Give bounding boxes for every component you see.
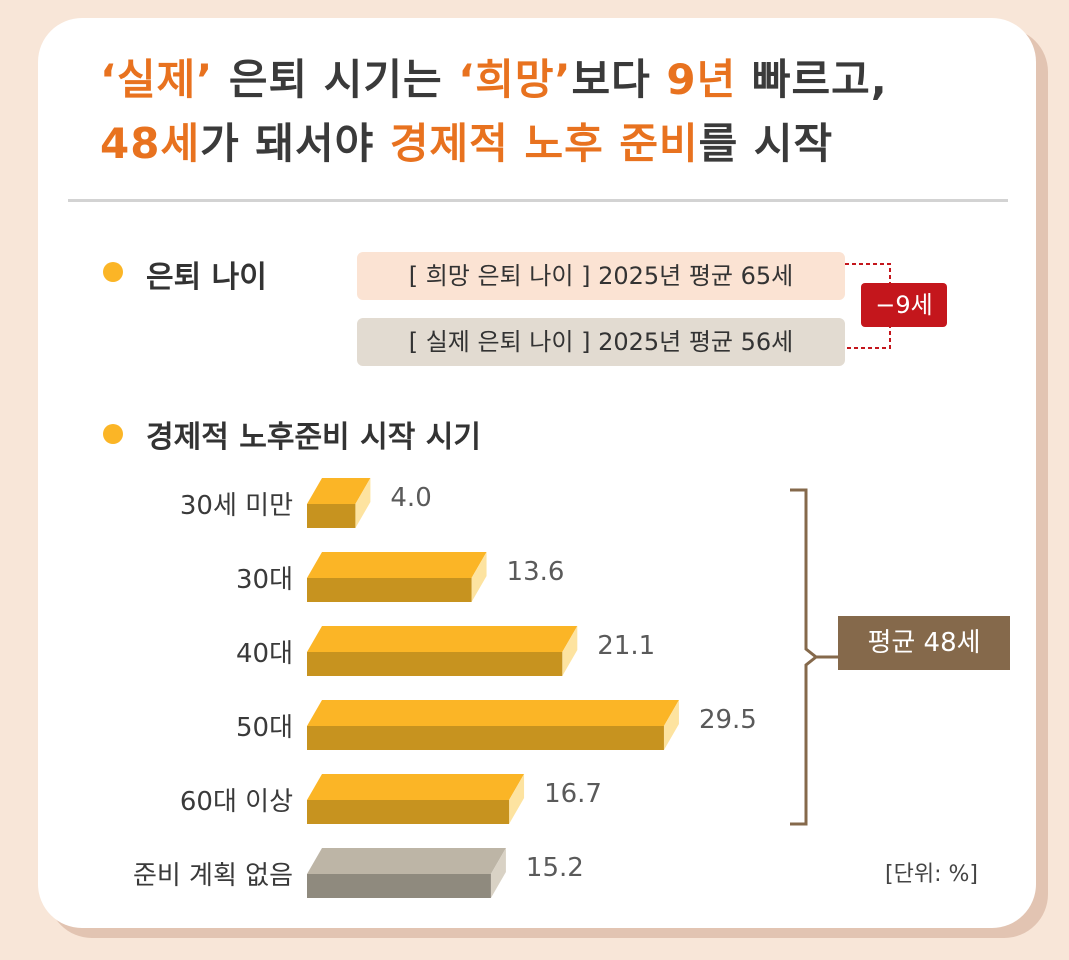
- bar: [307, 774, 525, 824]
- headline-highlight: 9년: [666, 55, 737, 104]
- bar: [307, 848, 506, 898]
- infographic-card: [38, 18, 1036, 928]
- category-label: 준비 계획 없음: [133, 861, 293, 891]
- hope-retirement-pill: [ 희망 은퇴 나이 ] 2025년 평균 65세: [357, 252, 845, 300]
- difference-badge: −9세: [861, 283, 947, 327]
- unit-label: [단위: %]: [885, 862, 978, 887]
- value-label: 15.2: [526, 853, 584, 883]
- category-label: 30세 미만: [180, 491, 293, 521]
- value-label: 29.5: [699, 705, 757, 735]
- value-label: 4.0: [390, 483, 431, 513]
- category-label: 40대: [236, 639, 293, 669]
- value-label: 13.6: [507, 557, 565, 587]
- headline-highlight: 경제적 노후 준비: [389, 119, 699, 168]
- value-label: 16.7: [544, 779, 602, 809]
- category-label: 30대: [236, 565, 293, 595]
- headline-highlight: ‘희망’: [458, 55, 572, 104]
- real-retirement-pill: [ 실제 은퇴 나이 ] 2025년 평균 56세: [357, 318, 845, 366]
- headline: ‘실제’ 은퇴 시기는 ‘희망’보다 9년 빠르고, 48세가 돼서야 경제적 …: [100, 48, 1000, 176]
- headline-line-1: ‘실제’ 은퇴 시기는 ‘희망’보다 9년 빠르고,: [100, 48, 1000, 112]
- headline-text: 보다: [571, 55, 667, 104]
- bullet-dot-icon: [103, 424, 123, 444]
- category-label: 60대 이상: [180, 787, 293, 817]
- chart-title: 경제적 노후준비 시작 시기: [146, 420, 481, 455]
- headline-text: 은퇴 시기는: [213, 55, 459, 104]
- headline-highlight: 48세: [100, 119, 201, 168]
- bar: [307, 478, 371, 528]
- bar: [307, 700, 679, 750]
- bar: [307, 626, 578, 676]
- headline-line-2: 48세가 돼서야 경제적 노후 준비를 시작: [100, 112, 1000, 176]
- divider: [68, 199, 1008, 202]
- headline-highlight: ‘실제’: [100, 55, 214, 104]
- average-bracket: [790, 488, 819, 826]
- headline-text: 를 시작: [698, 119, 834, 168]
- section-label-retirement-age: 은퇴 나이: [146, 260, 267, 295]
- bullet-dot-icon: [103, 262, 123, 282]
- headline-text: 가 돼서야: [200, 119, 390, 168]
- headline-text: 빠르고,: [736, 55, 888, 104]
- value-label: 21.1: [597, 631, 655, 661]
- average-badge: 평균 48세: [838, 616, 1010, 670]
- category-label: 50대: [236, 713, 293, 743]
- bar: [307, 552, 487, 602]
